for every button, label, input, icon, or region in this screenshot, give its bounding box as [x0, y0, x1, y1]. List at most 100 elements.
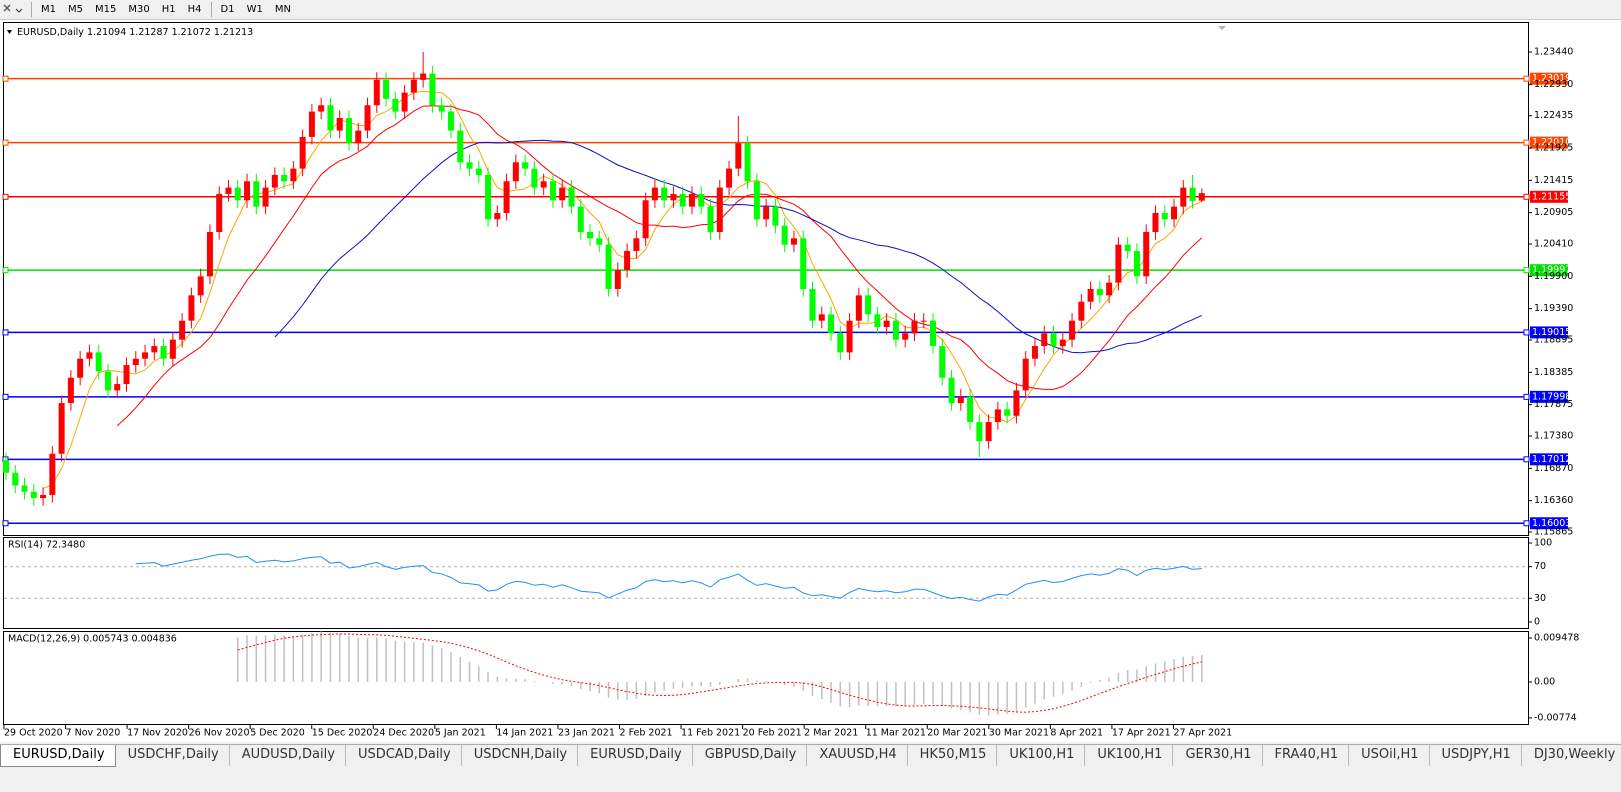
candle-body — [151, 346, 158, 353]
level-anchor — [1523, 520, 1530, 527]
candle-body — [957, 396, 964, 404]
candle-body — [605, 244, 612, 290]
candle-body — [651, 187, 658, 201]
chart-tab[interactable]: USOil,H1 — [1349, 745, 1430, 766]
chart-tab[interactable]: USDCNH,Daily — [462, 745, 579, 766]
level-label-box — [1530, 190, 1568, 203]
timeframe-button[interactable]: M1 — [41, 4, 56, 15]
candle-body — [1041, 333, 1048, 347]
timeframe-button[interactable]: H4 — [187, 4, 202, 15]
cursor-icon[interactable] — [0, 1, 28, 19]
y-tick-label: 1.23440 — [1534, 47, 1573, 58]
candle-body — [614, 269, 621, 290]
chart-tabs: EURUSD,Daily USDCHF,Daily AUDUSD,Daily USDC… — [0, 744, 1621, 767]
chart-tab[interactable]: USDCHF,Daily — [116, 745, 230, 766]
level-anchor — [2, 393, 9, 400]
candle-body — [716, 187, 723, 232]
separator — [31, 2, 32, 17]
chart-title: EURUSD,Daily — [17, 27, 84, 38]
candle-body — [846, 320, 853, 353]
chart-tab[interactable]: XAUUSD,H4 — [807, 745, 908, 766]
candle-body — [485, 174, 492, 220]
chart-background — [0, 20, 1621, 742]
level-anchor — [1523, 193, 1530, 200]
candle-body — [86, 352, 93, 359]
moving-average — [116, 105, 1203, 427]
chart-tab[interactable]: UK100,H1 — [1085, 745, 1174, 766]
rsi-tick-label: 70 — [1534, 561, 1546, 572]
level-anchor — [2, 139, 9, 146]
x-tick-label: 5 Dec 2020 — [250, 728, 305, 739]
indicators — [4, 90, 1528, 716]
candle-body — [1059, 339, 1066, 347]
collapse-arrow[interactable] — [7, 30, 12, 34]
chart-tab[interactable]: DJ30,Weekly — [1522, 745, 1621, 766]
candle-body — [206, 231, 213, 277]
candle-body — [1096, 289, 1103, 296]
timeframe-button[interactable]: W1 — [246, 4, 263, 15]
candle-body — [77, 358, 84, 378]
candle-body — [494, 212, 501, 220]
candle-body — [234, 187, 241, 201]
candle-body — [522, 162, 529, 169]
chart-tab[interactable]: AUDUSD,Daily — [230, 745, 346, 766]
level-label-box — [1530, 264, 1568, 277]
candle-body — [95, 352, 102, 372]
candle-body — [1171, 206, 1178, 220]
chart-tab[interactable]: USDJPY,H1 — [1430, 745, 1522, 766]
moving-average — [42, 90, 1202, 490]
candle-body — [225, 187, 232, 194]
candle-body — [985, 422, 992, 442]
candle-body — [438, 105, 445, 112]
x-tick-label: 30 Mar 2021 — [989, 728, 1049, 739]
level-anchor — [1523, 267, 1530, 274]
chart-tab[interactable]: FRA40,H1 — [1263, 745, 1350, 766]
candle-body — [596, 238, 603, 245]
candle-body — [772, 206, 779, 226]
candle-body — [549, 181, 556, 201]
candle-body — [1106, 282, 1113, 296]
chart-tab[interactable]: EURUSD,Daily — [578, 745, 693, 766]
x-tick-label: 23 Jan 2021 — [558, 728, 615, 739]
candle-body — [503, 181, 510, 213]
candle-body — [670, 193, 677, 201]
chart-tab[interactable]: USDCAD,Daily — [346, 745, 462, 766]
candle-body — [818, 314, 825, 321]
chart-tab[interactable]: UK100,H1 — [997, 745, 1086, 766]
timeframe-button[interactable]: M15 — [95, 4, 117, 15]
candle-body — [911, 320, 918, 334]
level-anchor — [2, 193, 9, 200]
candle-body — [540, 181, 547, 188]
candle-body — [1152, 212, 1159, 232]
rsi-tick-label: 0 — [1534, 616, 1540, 627]
y-tick-label: 1.16360 — [1534, 495, 1573, 506]
candle-body — [568, 187, 575, 207]
x-tick-label: 8 Apr 2021 — [1050, 728, 1103, 739]
candle-body — [253, 181, 260, 207]
timeframe-button[interactable]: D1 — [220, 4, 235, 15]
timeframe-button[interactable]: H1 — [161, 4, 176, 15]
candle-body — [1189, 187, 1196, 201]
timeframe-button[interactable]: MN — [274, 4, 291, 15]
candle-body — [336, 117, 343, 131]
candle-body — [58, 403, 65, 454]
candle-body — [1143, 231, 1150, 277]
candle-body — [1013, 390, 1020, 416]
candle-body — [475, 168, 482, 175]
chart-tab[interactable]: GER30,H1 — [1173, 745, 1263, 766]
chart-tab[interactable]: GBPUSD,Daily — [693, 745, 808, 766]
rsi-pane — [3, 537, 1529, 629]
chart-tab[interactable]: EURUSD,Daily — [0, 745, 116, 767]
candle-body — [216, 193, 223, 232]
candle-body — [457, 130, 464, 163]
y-tick-label: 1.22930 — [1534, 79, 1573, 90]
candle-body — [383, 79, 390, 99]
x-tick-label: 15 Dec 2020 — [312, 728, 373, 739]
chart-tab[interactable]: HK50,M15 — [908, 745, 998, 766]
candle-body — [930, 320, 936, 347]
timeframe-button[interactable]: M5 — [68, 4, 83, 15]
level-anchor — [2, 520, 9, 527]
timeframe-button[interactable]: M30 — [128, 4, 150, 15]
x-tick-label: 24 Dec 2020 — [373, 728, 434, 739]
candle-body — [420, 73, 427, 80]
